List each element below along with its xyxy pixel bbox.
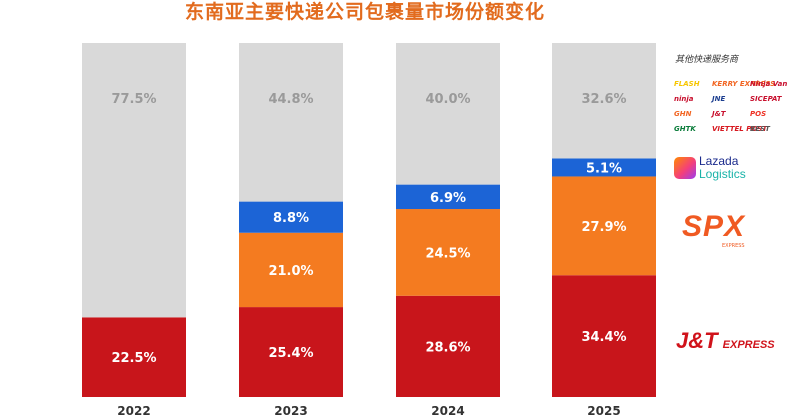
carrier-logo-pos: POS: [750, 110, 767, 118]
bar-others-2022: [82, 43, 186, 318]
legend-others-logos: FLASH KERRY EXPRESS Ninja Van ninja JNE SICEP…: [674, 80, 788, 142]
carrier-logo-ghtk: GHTK: [674, 125, 696, 133]
carrier-logo-viettel-post: VIETTEL POST: [712, 125, 768, 133]
bar-jnt-2022: [82, 317, 186, 397]
label-jnt-2025: 34.4%: [581, 330, 626, 345]
x-tick-2024: 2024: [431, 404, 464, 417]
label-jnt-2024: 28.6%: [425, 340, 470, 355]
x-axis-ticks: 2022 2023 2024 2025: [117, 404, 620, 417]
lazada-heart-icon: [674, 157, 696, 179]
legend-jnt-express: J&T EXPRESS: [676, 328, 786, 358]
label-jnt-2023: 25.4%: [268, 346, 313, 361]
label-spx-2024: 24.5%: [425, 246, 470, 261]
label-others-2024: 40.0%: [425, 92, 470, 107]
carrier-logo-j-t: J&T: [712, 110, 726, 118]
carrier-logo-sicepat: SICEPAT: [750, 95, 782, 103]
bar-spx-2024: [396, 209, 500, 296]
bar-lazada-2024: [396, 184, 500, 210]
carrier-logo-ninja: ninja: [674, 95, 694, 103]
bar-spx-2023: [239, 232, 343, 308]
lazada-brand: Lazada: [699, 154, 739, 168]
bars-layer: [82, 43, 656, 397]
carrier-logo-ghn: GHN: [674, 110, 692, 118]
bar-others-2024: [396, 43, 500, 185]
label-spx-2023: 21.0%: [268, 264, 313, 279]
x-tick-2022: 2022: [117, 404, 150, 417]
bar-lazada-2025: [552, 158, 656, 177]
bar-lazada-2023: [239, 201, 343, 233]
lazada-sub: Logistics: [699, 167, 746, 181]
label-jnt-2022: 22.5%: [111, 351, 156, 366]
lazada-logo-text: Lazada Logistics: [699, 155, 746, 181]
carrier-logo-kerry-express: KERRY EXPRESS: [712, 80, 776, 88]
label-lazada-2025: 5.1%: [586, 161, 622, 176]
labels-layer: 22.5% 77.5% 25.4% 21.0% 8.8% 44.8% 28.6% 24.5% 6…: [111, 92, 626, 366]
carrier-logo-ninja-van: Ninja Van: [750, 80, 788, 88]
label-spx-2025: 27.9%: [581, 220, 626, 235]
bar-others-2025: [552, 43, 656, 159]
bar-others-2023: [239, 43, 343, 202]
label-lazada-2023: 8.8%: [273, 211, 309, 226]
carrier-logo-best: BEST: [750, 125, 770, 133]
bar-jnt-2025: [552, 275, 656, 397]
label-others-2025: 32.6%: [581, 92, 626, 107]
carrier-logo-jne: JNE: [712, 95, 726, 103]
chart-title: 东南亚主要快递公司包裹量市场份额变化: [185, 1, 546, 23]
label-others-2022: 77.5%: [111, 92, 156, 107]
bar-spx-2025: [552, 176, 656, 276]
legend-lazada-logistics: Lazada Logistics: [674, 154, 784, 188]
legend-spx: SPX EXPRESS: [682, 210, 782, 250]
spx-logo-sub: EXPRESS: [722, 243, 745, 249]
legend: 其他快递服务商 FLASH KERRY EXPRESS Ninja Van ninja…: [672, 50, 787, 380]
jnt-logo: J&T: [676, 328, 718, 353]
spx-logo: SPX: [682, 210, 746, 243]
x-tick-2025: 2025: [587, 404, 620, 417]
carrier-logo-flash: FLASH: [674, 80, 700, 88]
label-others-2023: 44.8%: [268, 92, 313, 107]
legend-others-heading: 其他快递服务商: [675, 55, 739, 65]
bar-jnt-2024: [396, 295, 500, 397]
label-lazada-2024: 6.9%: [430, 191, 466, 206]
x-tick-2023: 2023: [274, 404, 307, 417]
jnt-logo-sub: EXPRESS: [722, 339, 775, 351]
bar-jnt-2023: [239, 307, 343, 397]
